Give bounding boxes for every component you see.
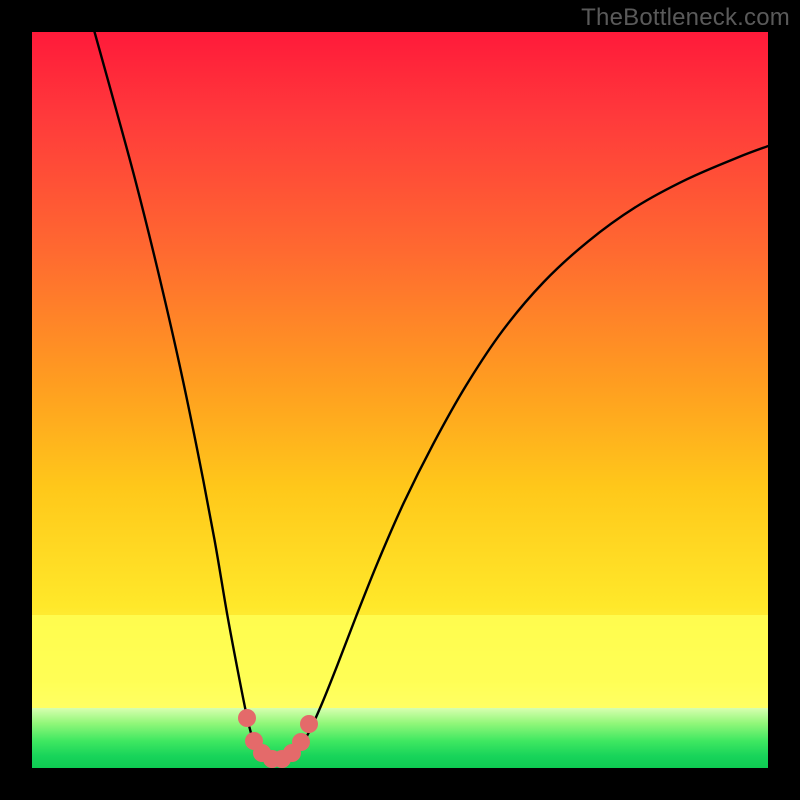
optimal-marker [300,715,318,733]
bottleneck-curve [95,32,768,759]
optimal-marker [292,733,310,751]
chart-frame: TheBottleneck.com [0,0,800,800]
optimal-marker [238,709,256,727]
watermark-text: TheBottleneck.com [581,4,790,32]
bottleneck-curve-layer [32,32,768,768]
plot-area [32,32,768,768]
